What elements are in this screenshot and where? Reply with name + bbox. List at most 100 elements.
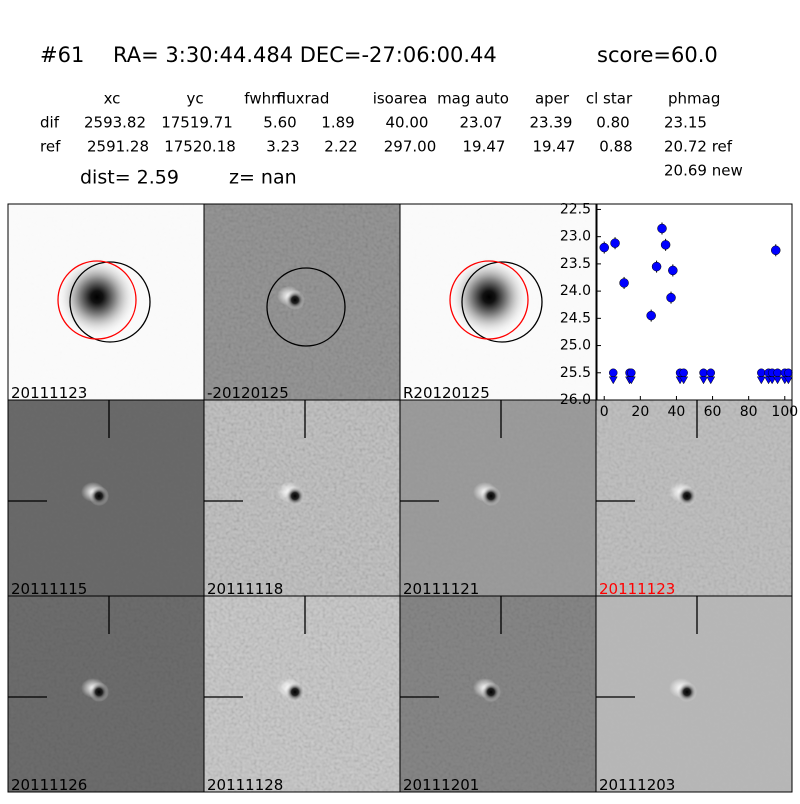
plot-area bbox=[597, 204, 792, 400]
panel-label: 20111121 bbox=[403, 580, 479, 598]
point bbox=[646, 310, 656, 321]
panel-label: 20111115 bbox=[11, 580, 87, 598]
table-cell: 2593.82 bbox=[84, 114, 146, 132]
column-header: phmag bbox=[668, 90, 720, 108]
table-cell: dif bbox=[40, 114, 60, 132]
table-cell: 40.00 bbox=[386, 114, 429, 132]
y-tick-label: 24.5 bbox=[560, 310, 591, 326]
score: score=60.0 bbox=[597, 43, 718, 67]
limit-point bbox=[706, 368, 715, 378]
table-cell: 1.89 bbox=[321, 114, 354, 132]
table-cell: 19.47 bbox=[463, 138, 506, 156]
plot-frame bbox=[596, 203, 793, 401]
object-id: #61 bbox=[40, 43, 84, 67]
x-tick-label: 80 bbox=[740, 404, 758, 420]
point bbox=[651, 261, 662, 272]
limit-marker bbox=[756, 376, 766, 385]
new-circle bbox=[449, 260, 529, 340]
limit-point bbox=[757, 368, 766, 378]
limit-point bbox=[699, 368, 708, 378]
limit-marker bbox=[679, 376, 689, 385]
image-panel: 20111128 bbox=[203, 595, 401, 794]
panel-label: 20111118 bbox=[207, 580, 283, 598]
point bbox=[657, 223, 667, 234]
table-cell: 23.15 bbox=[664, 114, 707, 132]
panel-label: 20111201 bbox=[403, 776, 479, 794]
limit-marker bbox=[773, 376, 782, 385]
point bbox=[771, 245, 781, 256]
y-tick-label: 22.5 bbox=[560, 201, 591, 217]
image-panel: R20120125 bbox=[399, 203, 597, 402]
limit-point bbox=[609, 368, 618, 378]
source bbox=[449, 257, 529, 337]
ref-circle bbox=[69, 261, 151, 343]
image-panel: 20111118 bbox=[203, 399, 401, 598]
limit-marker bbox=[783, 376, 793, 385]
y-tick-label: 25.5 bbox=[560, 365, 591, 381]
panel-label: 20111128 bbox=[207, 776, 283, 794]
source bbox=[677, 682, 697, 702]
panel-label: R20120125 bbox=[403, 384, 490, 402]
point bbox=[666, 292, 676, 303]
limit-point bbox=[627, 368, 636, 378]
x-tick-label: 40 bbox=[668, 404, 686, 420]
table-cell: 0.80 bbox=[596, 114, 629, 132]
column-header: fwhm bbox=[244, 90, 285, 108]
source bbox=[481, 682, 501, 702]
limit-marker bbox=[626, 376, 636, 385]
limit-marker bbox=[706, 376, 716, 385]
source bbox=[89, 682, 109, 702]
panel-label: 20111123 bbox=[11, 384, 87, 402]
source bbox=[481, 486, 501, 506]
ref-circle bbox=[461, 261, 543, 343]
source bbox=[285, 290, 305, 310]
point bbox=[619, 278, 629, 288]
column-header: fluxrad bbox=[277, 90, 330, 108]
panel-label: 20111126 bbox=[11, 776, 87, 794]
table-cell: 2591.28 bbox=[87, 138, 149, 156]
redshift: z= nan bbox=[229, 167, 297, 189]
panel-label: -20120125 bbox=[207, 384, 289, 402]
column-header: yc bbox=[186, 90, 203, 108]
coordinates: RA= 3:30:44.484 DEC=-27:06:00.44 bbox=[113, 43, 497, 67]
x-tick-label: 0 bbox=[600, 404, 609, 420]
image-panel: 20111123 bbox=[7, 203, 205, 402]
table-cell: 17520.18 bbox=[164, 138, 236, 156]
new-mag: 20.69 new bbox=[664, 162, 743, 180]
x-tick-label: 60 bbox=[704, 404, 722, 420]
y-tick-label: 24.0 bbox=[560, 283, 591, 299]
column-header: aper bbox=[535, 90, 570, 108]
source bbox=[57, 257, 137, 337]
table-cell: 3.23 bbox=[266, 138, 299, 156]
limit-point bbox=[773, 368, 782, 378]
table-cell: 23.07 bbox=[460, 114, 503, 132]
table-cell: 23.39 bbox=[530, 114, 573, 132]
table-cell: ref bbox=[40, 138, 61, 156]
column-header: cl star bbox=[586, 90, 633, 108]
distance: dist= 2.59 bbox=[80, 167, 179, 189]
image-panel: 20111203 bbox=[595, 595, 793, 794]
image-panel: 20111126 bbox=[7, 595, 205, 794]
image-panel: 20111115 bbox=[7, 399, 205, 598]
table-cell: 2.22 bbox=[324, 138, 357, 156]
point bbox=[610, 238, 620, 248]
table-cell: 20.72 ref bbox=[664, 138, 733, 156]
table-cell: 19.47 bbox=[533, 138, 576, 156]
limit-marker bbox=[608, 376, 618, 385]
limit-marker bbox=[699, 376, 708, 385]
y-tick-label: 25.0 bbox=[560, 338, 591, 354]
x-tick-label: 100 bbox=[771, 404, 798, 420]
panel-label: 20111203 bbox=[599, 776, 675, 794]
panel-frame bbox=[595, 595, 793, 793]
new-circle bbox=[57, 260, 137, 340]
image-panel: -20120125 bbox=[203, 203, 401, 402]
column-header: mag auto bbox=[437, 90, 509, 108]
limit-marker bbox=[767, 376, 777, 385]
image-panel: 20111121 bbox=[399, 399, 597, 598]
x-tick-label: 20 bbox=[631, 404, 649, 420]
table-cell: 297.00 bbox=[384, 138, 437, 156]
point bbox=[668, 265, 678, 276]
image-panel: 20111123 bbox=[595, 399, 793, 598]
